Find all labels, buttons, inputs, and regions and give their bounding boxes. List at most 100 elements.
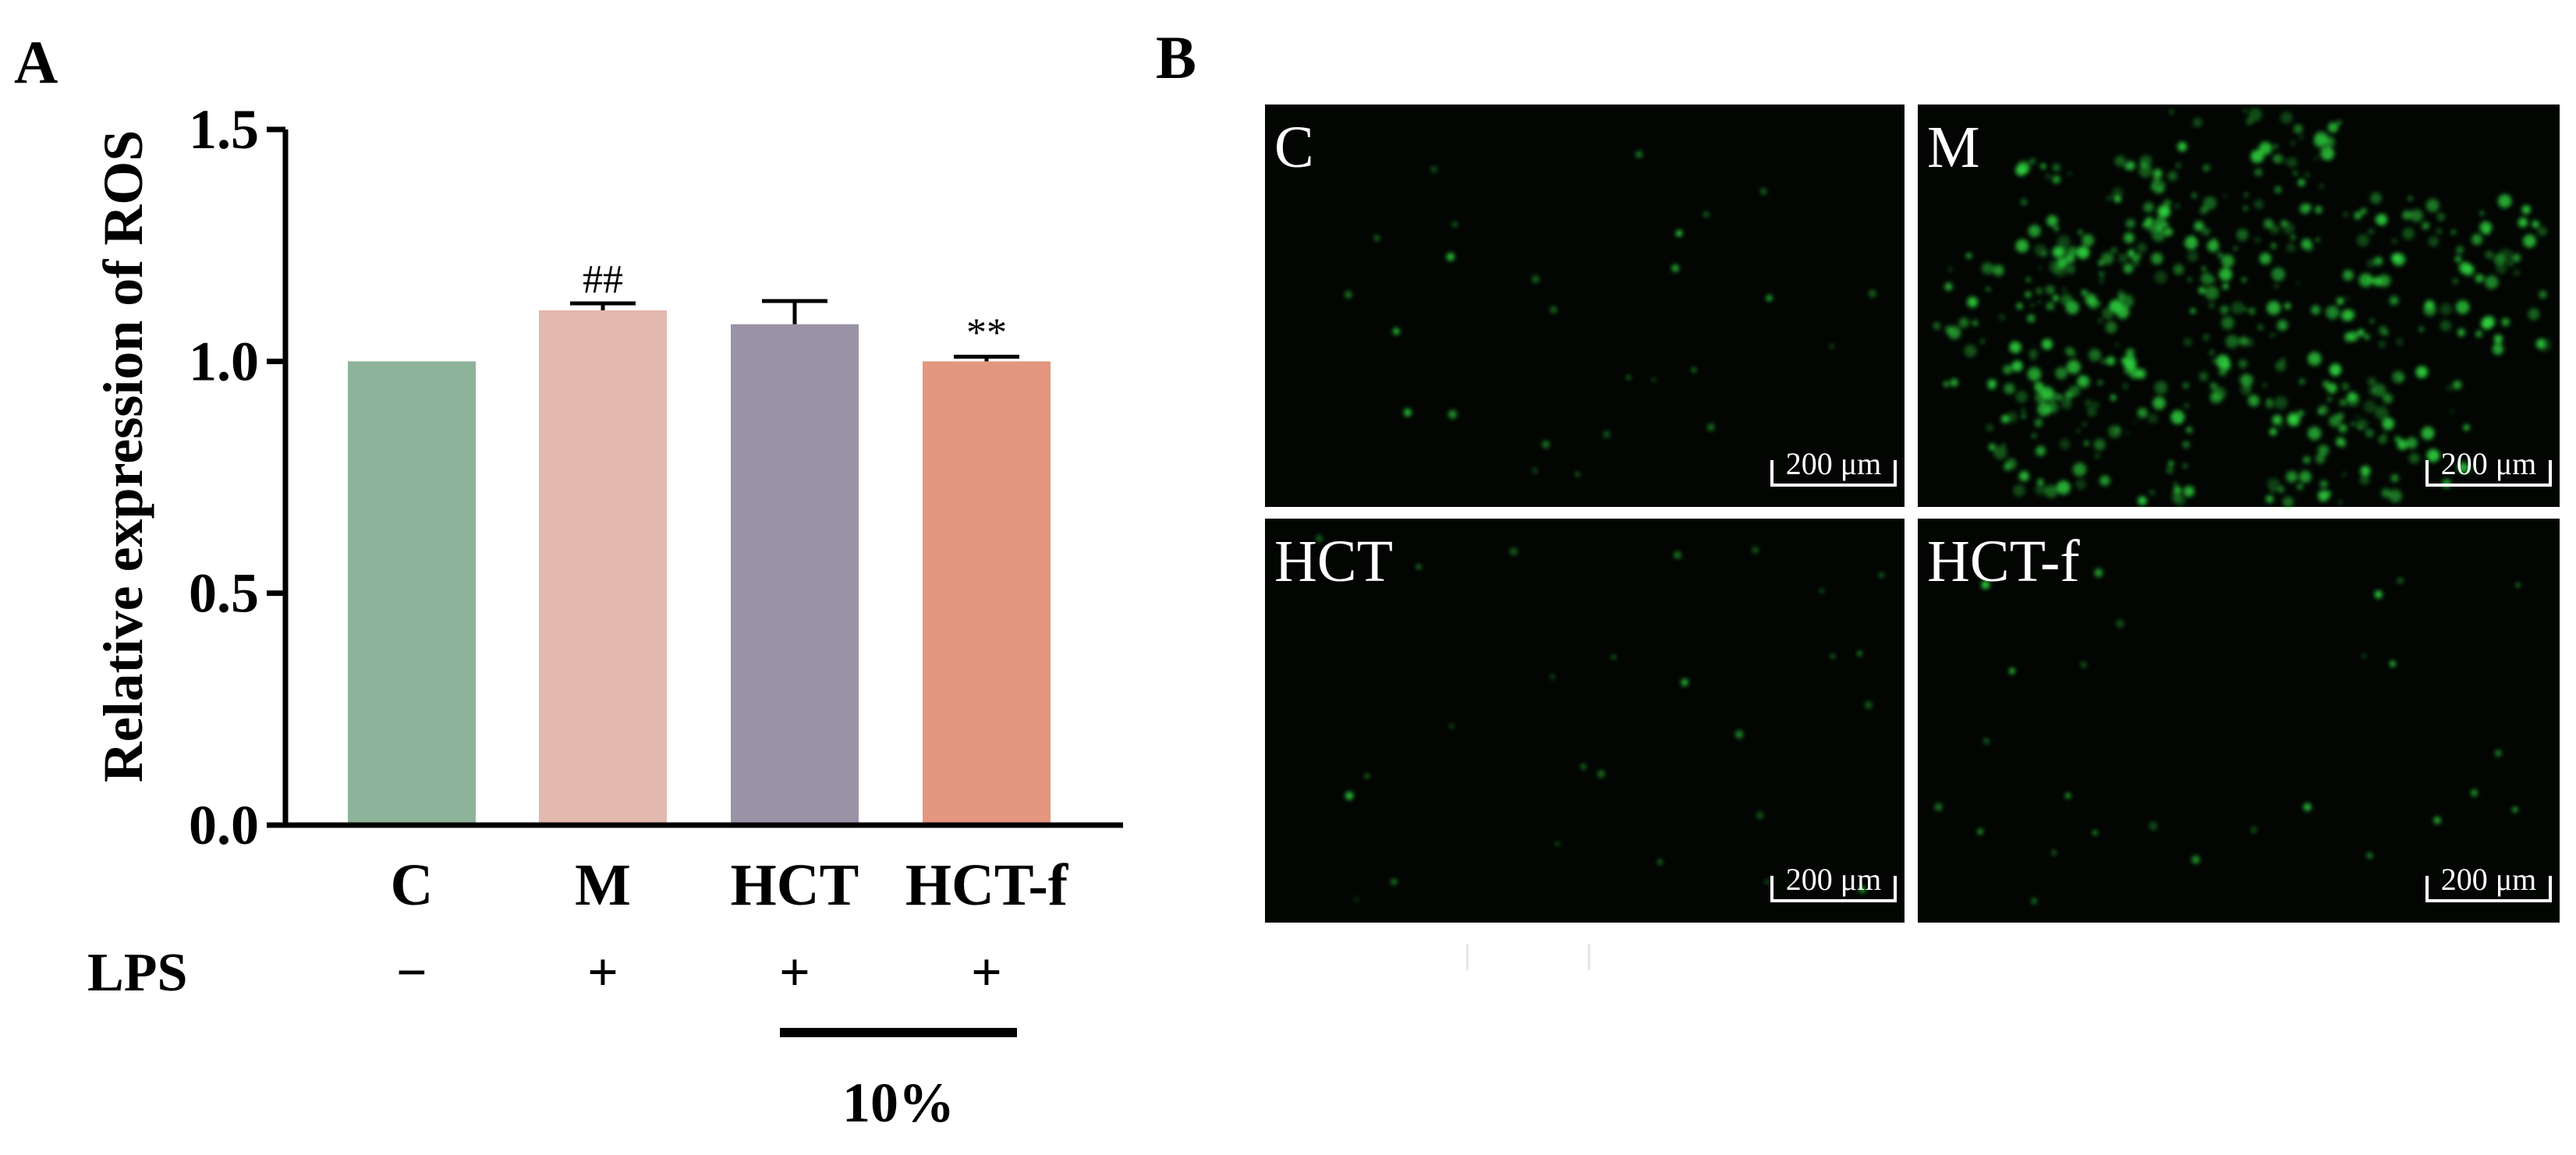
treatment-row-values: − + + + [396, 943, 1002, 1003]
fluorescent-cell [2085, 293, 2097, 306]
fluorescent-cell [2275, 360, 2286, 371]
fluorescent-cell [1972, 320, 1979, 326]
fluorescent-cell [1446, 253, 1455, 261]
fluorescent-cell [2219, 267, 2233, 282]
fluorescent-cell [1354, 897, 1359, 902]
fluorescent-cell [2231, 301, 2245, 314]
fluorescent-cell [2154, 381, 2168, 395]
fluorescent-cell [1532, 275, 1540, 283]
fluorescent-cell [1865, 701, 1873, 709]
fluorescent-cell [2040, 163, 2046, 169]
fluorescent-cell [2018, 471, 2029, 481]
fluorescent-cell [2170, 410, 2185, 424]
fluorescent-cell [2188, 277, 2192, 282]
fluorescent-cell [1707, 423, 1715, 431]
fluorescent-cell [2341, 382, 2350, 391]
fluorescent-cell [2410, 209, 2423, 222]
micrograph-label: HCT [1274, 529, 1393, 594]
fluorescent-cell [2257, 324, 2263, 331]
fluorescent-cell [2162, 208, 2167, 214]
fluorescent-cell [1393, 328, 1400, 335]
fluorescent-cell [2532, 220, 2540, 229]
fluorescent-cell [2320, 147, 2335, 161]
fluorescent-cell [2170, 110, 2174, 114]
fluorescent-cell [2274, 186, 2282, 193]
fluorescent-cell [1416, 564, 1422, 569]
fluorescent-cell [2259, 141, 2273, 155]
fluorescent-cell [2225, 335, 2239, 349]
fluorescent-cell [2188, 236, 2192, 242]
fluorescent-cell [2298, 179, 2305, 186]
fluorescent-cell [2138, 496, 2147, 505]
fluorescent-cell [2041, 250, 2048, 257]
fluorescent-cell [2408, 452, 2420, 464]
fluorescent-cell [2106, 356, 2115, 366]
fluorescent-cell [2389, 489, 2402, 503]
fluorescent-cell [2097, 380, 2103, 385]
fluorescent-cell [2027, 367, 2042, 381]
fluorescent-cell [1998, 314, 2006, 321]
fluorescent-cell [2397, 439, 2408, 450]
fluorescent-cell [2351, 422, 2355, 426]
fluorescent-cell [2057, 257, 2068, 268]
fluorescent-cell [2151, 179, 2166, 193]
fluorescent-cell [2190, 308, 2196, 314]
fluorescent-cell [2338, 500, 2343, 505]
fluorescent-cell [2364, 400, 2377, 413]
fluorescent-cell [2467, 264, 2475, 272]
fluorescent-cell [2378, 275, 2391, 287]
fluorescent-cell [2308, 427, 2322, 441]
fluorescent-cell [1451, 221, 1458, 228]
significance-marker: ## [583, 257, 623, 302]
fluorescent-cell [2396, 338, 2404, 345]
fluorescent-cell [2192, 193, 2197, 198]
fluorescent-cell [2153, 168, 2163, 179]
fluorescent-cell [2151, 228, 2166, 242]
fluorescent-cell [2336, 412, 2345, 421]
fluorescent-cell [2046, 302, 2054, 310]
fluorescent-cell [2266, 495, 2274, 503]
fluorescent-cell [2066, 360, 2081, 374]
fluorescent-cell [2426, 448, 2440, 462]
fluorescent-cell [2535, 338, 2546, 349]
panel-a-letter: A [14, 28, 58, 96]
fluorescent-cell [2299, 204, 2310, 214]
fluorescent-cell [2368, 229, 2374, 235]
fluorescent-cell [2045, 173, 2051, 179]
fluorescent-cell [2271, 267, 2285, 282]
treatment-value: + [587, 943, 618, 1003]
fluorescent-cell [2192, 856, 2200, 864]
fluorescent-cell [2082, 422, 2087, 427]
fluorescent-cell [2340, 441, 2347, 447]
fluorescent-cell [2036, 445, 2046, 456]
fluorescent-cell [2040, 386, 2054, 400]
fluorescent-cell [2245, 338, 2254, 347]
fluorescent-cell [2151, 252, 2163, 265]
fluorescent-cell [2025, 277, 2031, 282]
fluorescent-cell [2459, 261, 2471, 275]
fluorescent-cell [2390, 474, 2399, 483]
fluorescent-cell [2164, 227, 2173, 236]
fluorescent-cell [2319, 480, 2328, 488]
fluorescent-cell [2057, 235, 2071, 249]
fluorescent-cell [2436, 229, 2442, 235]
fluorescent-cell [2425, 198, 2440, 212]
fluorescent-cell [2270, 225, 2280, 234]
fluorescent-cell [2291, 140, 2296, 146]
artifact-mark [1466, 944, 1469, 970]
fluorescent-cell [2136, 243, 2147, 253]
bar [348, 361, 476, 825]
fluorescent-cell [2001, 415, 2010, 423]
fluorescent-cell [2029, 158, 2036, 165]
fluorescent-cell [2052, 163, 2060, 172]
y-axis: 0.0 0.5 1.0 1.5 [189, 98, 289, 856]
fluorescent-cell [2266, 398, 2272, 404]
fluorescent-cell [2167, 171, 2177, 181]
fluorescent-cell [2286, 243, 2296, 253]
micrograph-grid: C 200 μm M 200 μm HCT 200 μm HCT-f 200 μm [1265, 105, 2560, 923]
scale-bar: 200 μm [1770, 446, 1897, 487]
fluorescent-cell [2009, 341, 2021, 353]
fluorescent-cell [1374, 236, 1380, 241]
fluorescent-cell [2056, 394, 2062, 399]
fluorescent-cell [2209, 350, 2215, 356]
